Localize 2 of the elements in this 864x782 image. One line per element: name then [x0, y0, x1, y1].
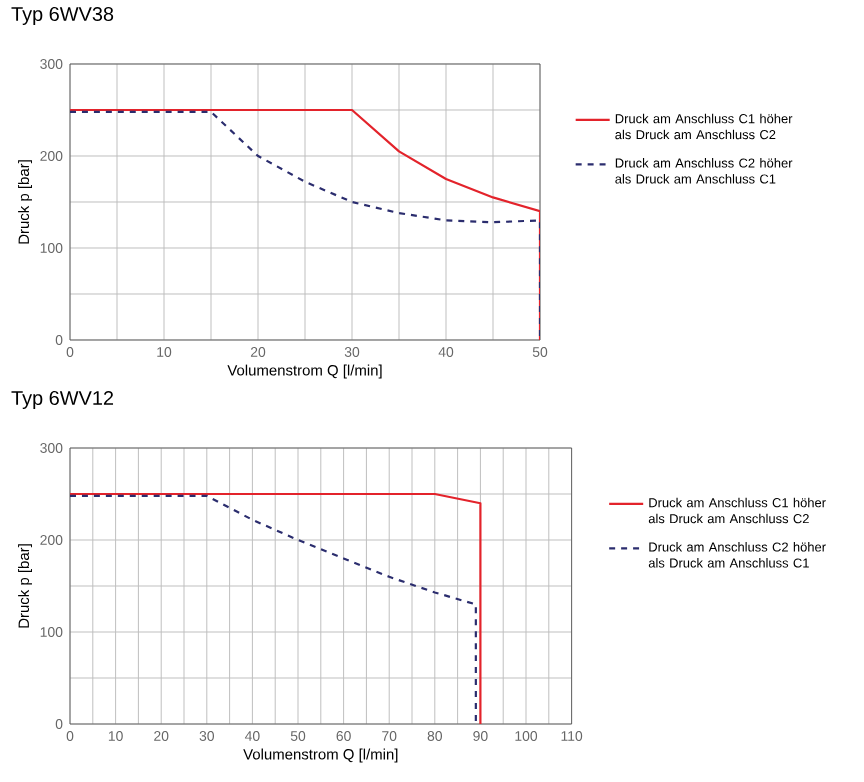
chart-title: Typ 6WV12 [11, 390, 114, 409]
chart-title: Typ 6WV38 [11, 6, 114, 25]
